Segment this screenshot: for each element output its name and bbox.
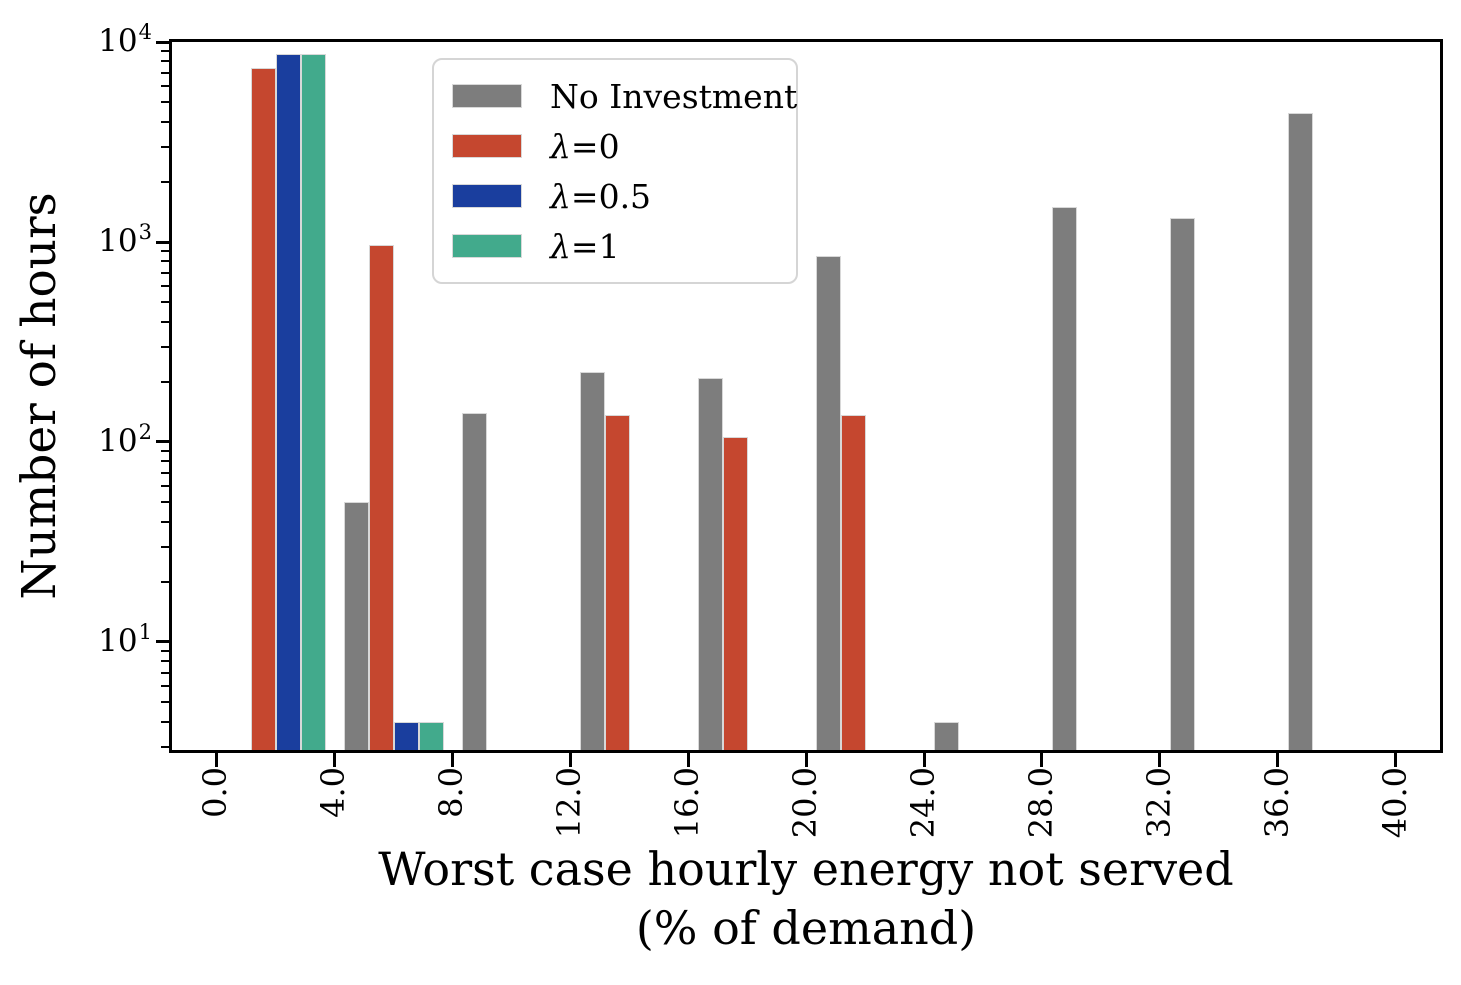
y-minor-tick-6 (161, 685, 169, 688)
x-tick-24.0 (922, 753, 926, 767)
bar-NoInvestment-bin20 (816, 256, 841, 750)
y-minor-tick-8000 (161, 60, 169, 63)
x-tick-20.0 (804, 753, 808, 767)
x-tick-36.0 (1276, 753, 1280, 767)
y-minor-tick-3000 (161, 145, 169, 148)
y-minor-tick-70 (161, 471, 169, 474)
x-tick-label-36.0: 36.0 (1257, 767, 1296, 839)
bar-0-bin4 (369, 245, 394, 750)
legend-item-1: λ=1 (452, 221, 778, 271)
bars-layer (172, 42, 1440, 750)
x-tick-12.0 (568, 753, 572, 767)
legend-swatch (452, 84, 522, 108)
legend-swatch (452, 134, 522, 158)
legend-label: λ=0 (550, 126, 620, 166)
x-tick-label-12.0: 12.0 (550, 767, 589, 839)
bar-NoInvestment-bin36 (1287, 113, 1313, 750)
y-minor-tick-2000 (161, 180, 169, 183)
y-minor-tick-30 (161, 545, 169, 548)
x-tick-label-40.0: 40.0 (1375, 767, 1414, 839)
y-minor-tick-3 (161, 745, 169, 748)
legend: No Investment λ=0 λ=0.5 λ=1 (432, 58, 798, 284)
x-axis-label-line1: Worst case hourly energy not served (378, 842, 1234, 896)
bar-0-bin12 (605, 414, 630, 750)
y-minor-tick-900 (161, 250, 169, 253)
legend-item-NoInvestment: No Investment (452, 71, 797, 121)
bar-0-bin0 (251, 68, 277, 750)
x-tick-label-8.0: 8.0 (432, 767, 471, 818)
legend-item-0.5: λ=0.5 (452, 171, 778, 221)
x-tick-32.0 (1158, 753, 1162, 767)
bar-NoInvestment-bin12 (580, 371, 605, 750)
x-tick-0.0 (214, 753, 218, 767)
bar-1-bin0 (301, 53, 326, 750)
y-minor-tick-4 (161, 720, 169, 723)
y-minor-tick-500 (161, 301, 169, 304)
x-tick-label-4.0: 4.0 (314, 767, 353, 818)
x-tick-label-32.0: 32.0 (1139, 767, 1178, 839)
y-minor-tick-7000 (161, 72, 169, 74)
y-minor-tick-5000 (161, 101, 169, 104)
legend-swatch (452, 184, 522, 208)
bar-NoInvestment-bin4 (344, 502, 370, 750)
y-tick-label-10e4: 104 (98, 20, 152, 59)
x-tick-label-28.0: 28.0 (1021, 767, 1060, 839)
y-minor-tick-4000 (161, 120, 169, 123)
y-minor-tick-400 (161, 320, 169, 323)
y-tick-label-10e2: 102 (98, 419, 152, 459)
bar-NoInvestment-bin32 (1169, 217, 1195, 750)
y-minor-tick-200 (161, 380, 169, 383)
bar-NoInvestment-bin24 (934, 721, 959, 750)
x-axis-label-line2: (% of demand) (635, 900, 977, 955)
x-tick-4.0 (332, 753, 336, 767)
x-tick-40.0 (1394, 753, 1398, 767)
y-minor-tick-20 (161, 580, 169, 583)
y-tick-label-10e1: 101 (98, 619, 152, 659)
legend-item-0: λ=0 (452, 121, 778, 171)
x-tick-16.0 (686, 753, 690, 767)
y-major-tick-10e3 (156, 240, 169, 244)
plot-area: No Investment λ=0 λ=0.5 λ=1 (169, 39, 1443, 753)
y-minor-tick-60 (161, 485, 169, 488)
y-minor-tick-9 (161, 650, 169, 652)
y-minor-tick-300 (161, 345, 169, 348)
x-tick-8.0 (450, 753, 454, 767)
bar-NoInvestment-bin8 (462, 412, 488, 750)
x-tick-label-0.0: 0.0 (196, 767, 235, 818)
y-minor-tick-8 (161, 660, 169, 663)
y-major-tick-10e2 (156, 440, 169, 444)
bar-0.5-bin0 (276, 53, 301, 750)
legend-label: λ=1 (550, 226, 620, 266)
y-minor-tick-6000 (161, 85, 169, 88)
y-minor-tick-40 (161, 520, 169, 523)
bar-0.5-bin4 (394, 721, 419, 750)
y-major-tick-10e4 (156, 40, 169, 44)
y-minor-tick-50 (161, 501, 169, 504)
x-tick-label-20.0: 20.0 (786, 767, 824, 839)
legend-label: λ=0.5 (550, 176, 652, 216)
bar-NoInvestment-bin28 (1051, 206, 1077, 750)
x-tick-label-16.0: 16.0 (668, 767, 706, 839)
y-minor-tick-800 (161, 260, 169, 263)
x-axis-label: Worst case hourly energy not served (% o… (169, 840, 1443, 958)
y-major-tick-10e1 (156, 640, 169, 644)
y-minor-tick-5 (161, 701, 169, 704)
legend-label: No Investment (550, 76, 798, 116)
bar-1-bin4 (419, 721, 444, 750)
bar-0-bin20 (840, 414, 866, 750)
bar-0-bin16 (723, 436, 748, 750)
bar-NoInvestment-bin16 (698, 377, 723, 750)
y-minor-tick-600 (161, 285, 169, 288)
y-minor-tick-700 (161, 271, 169, 274)
y-minor-tick-80 (161, 460, 169, 463)
y-minor-tick-7 (161, 671, 169, 674)
x-tick-label-24.0: 24.0 (904, 767, 942, 839)
y-minor-tick-90 (161, 450, 169, 453)
legend-swatch (452, 234, 522, 258)
x-tick-28.0 (1040, 753, 1044, 767)
y-tick-label-10e3: 103 (98, 220, 152, 259)
y-minor-tick-9000 (161, 50, 169, 53)
